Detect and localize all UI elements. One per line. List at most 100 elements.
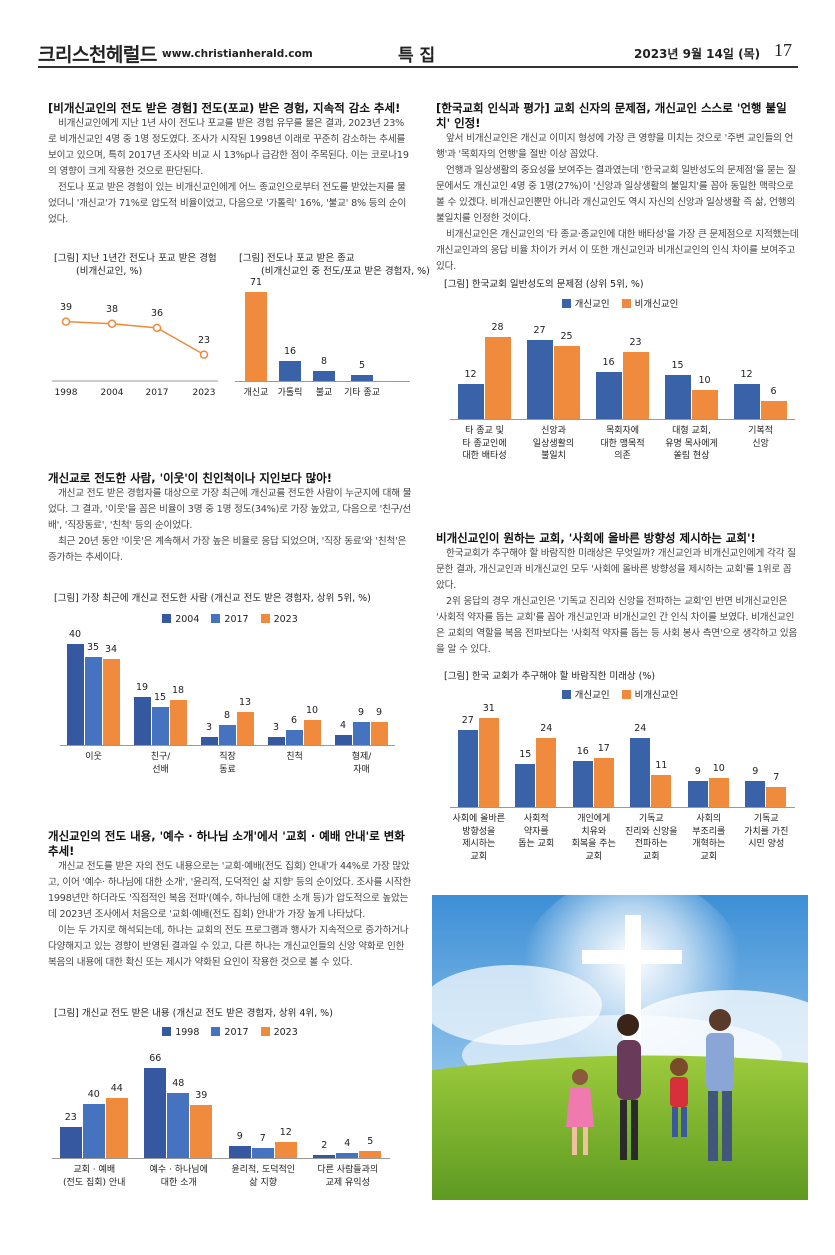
bar bbox=[105, 1098, 128, 1158]
paragraph: 앞서 비개신교인은 개신교 이미지 형성에 가장 큰 영향을 미치는 것으로 '… bbox=[436, 133, 794, 160]
value-label: 23 bbox=[629, 336, 642, 348]
article-title: 개신교인의 전도 내용, '예수 · 하나님 소개'에서 '교회 · 예배 안내… bbox=[48, 829, 405, 858]
bar bbox=[595, 372, 622, 419]
bar bbox=[553, 345, 580, 419]
value-label: 39 bbox=[195, 1089, 208, 1101]
legend-item: 비개신교인 bbox=[621, 296, 678, 310]
value-label: 12 bbox=[464, 368, 477, 380]
value-label: 39 bbox=[59, 301, 73, 313]
category-label: 이웃 bbox=[85, 752, 102, 762]
legend-swatch bbox=[162, 614, 172, 623]
value-label: 4 bbox=[339, 719, 347, 731]
legend-swatch bbox=[211, 614, 221, 623]
value-label: 18 bbox=[171, 684, 185, 696]
bar bbox=[245, 292, 267, 381]
legend-swatch bbox=[561, 690, 571, 699]
bar bbox=[630, 738, 651, 807]
axis-line bbox=[235, 381, 410, 382]
legend-item: 2023 bbox=[260, 614, 298, 625]
chart-title: [그림] 한국교회 일반성도의 문제점 (상위 5위, %) bbox=[444, 279, 644, 290]
paragraph: 비개신교인은 개신교인의 '타 종교·종교인에 대한 배타성'을 가장 큰 문제… bbox=[436, 229, 799, 272]
paragraph: 2위 응답의 경우 개신교인은 '기독교 진리와 신앙을 전파하는 교회'인 반… bbox=[436, 596, 798, 655]
category-label: 타 종교 및 타 종교인에 대한 배타성 bbox=[462, 426, 507, 461]
bar bbox=[334, 734, 352, 745]
value-label: 40 bbox=[68, 629, 82, 641]
bar bbox=[536, 738, 557, 807]
value-label: 9 bbox=[357, 707, 365, 719]
value-label: 9 bbox=[236, 1130, 243, 1142]
chart-title: [그림] 개신교 전도 받은 내용 (개신교 전도 받은 경험자, 상위 4위,… bbox=[54, 1008, 333, 1019]
category-label: 윤리적, 도덕적인 삶 지향 bbox=[231, 1165, 296, 1188]
axis-line bbox=[450, 419, 795, 420]
legend-swatch bbox=[211, 1027, 221, 1036]
bar bbox=[313, 371, 335, 381]
value-label: 31 bbox=[482, 703, 495, 715]
category-label: 친구/ 선배 bbox=[150, 752, 171, 775]
paper-name: 크리스천헤럴드 bbox=[38, 44, 157, 66]
issue-date: 2023년 9월 14일 (목) bbox=[634, 47, 761, 61]
bar bbox=[303, 719, 321, 745]
value-label: 13 bbox=[238, 697, 252, 709]
bar bbox=[622, 351, 649, 419]
category-label: 친척 bbox=[286, 752, 303, 762]
legend-item: 비개신교인 bbox=[621, 687, 678, 701]
legend-item: 2017 bbox=[211, 1027, 249, 1038]
category-label: 2004 bbox=[100, 388, 124, 398]
value-label: 9 bbox=[694, 766, 701, 778]
legend-label: 개신교인 bbox=[574, 299, 610, 310]
article: [비개신교인의 전도 받은 경험] 전도(포교) 받은 경험, 지속적 감소 추… bbox=[48, 101, 412, 228]
value-label: 34 bbox=[104, 644, 118, 656]
category-label: 교회 · 예배 (전도 집회) 안내 bbox=[63, 1165, 126, 1188]
value-label: 9 bbox=[752, 766, 759, 778]
bar bbox=[515, 763, 536, 807]
chart: [그림] 지난 1년간 전도나 포교 받은 경험 (비개신교인, %) 39 1998… bbox=[50, 250, 220, 400]
category-label: 신앙과 일상생활의 불일치 bbox=[532, 426, 575, 461]
value-label: 17 bbox=[597, 743, 610, 755]
axis-line bbox=[450, 807, 795, 808]
article-title: [비개신교인의 전도 받은 경험] 전도(포교) 받은 경험, 지속적 감소 추… bbox=[48, 101, 401, 115]
value-label: 3 bbox=[205, 722, 213, 734]
legend-item: 1998 bbox=[162, 1027, 199, 1038]
article: [한국교회 인식과 평가] 교회 신자의 문제점, 개신교인 스스로 '언행 불… bbox=[436, 101, 800, 275]
value-label: 27 bbox=[461, 714, 474, 726]
article: 개신교로 전도한 사람, '이웃'이 친인척이나 지인보다 많아! 개신교 전도… bbox=[48, 471, 412, 566]
bar bbox=[144, 1068, 167, 1158]
value-label: 12 bbox=[279, 1126, 292, 1138]
value-label: 9 bbox=[375, 707, 383, 719]
bar bbox=[336, 1152, 359, 1158]
article-title: [한국교회 인식과 평가] 교회 신자의 문제점, 개신교인 스스로 '언행 불… bbox=[436, 101, 787, 130]
line-plot bbox=[52, 317, 218, 382]
category-label: 기복적 신앙 bbox=[748, 426, 773, 449]
bar bbox=[572, 761, 593, 807]
value-label: 15 bbox=[519, 748, 532, 760]
paragraph: 이는 두 가지로 해석되는데, 하나는 교회의 전도 프로그램과 행사가 지속적… bbox=[48, 925, 409, 968]
category-label: 대형 교회, 유명 목사에게 쏠림 현상 bbox=[665, 426, 718, 461]
value-label: 27 bbox=[533, 324, 546, 336]
value-label: 15 bbox=[153, 692, 167, 704]
chart-title: [그림] 한국 교회가 추구해야 할 바람직한 미래상 (%) bbox=[444, 671, 656, 682]
data-point bbox=[107, 319, 117, 328]
value-label: 71 bbox=[249, 277, 263, 289]
legend-label: 개신교인 bbox=[574, 690, 610, 701]
bar bbox=[285, 729, 303, 745]
bar bbox=[708, 778, 729, 807]
bar bbox=[102, 659, 120, 745]
bar bbox=[766, 786, 787, 807]
value-label: 12 bbox=[740, 368, 753, 380]
bar bbox=[66, 644, 84, 745]
bar bbox=[760, 401, 787, 419]
value-label: 66 bbox=[149, 1053, 162, 1065]
bar bbox=[593, 758, 614, 807]
category-label: 목회자에 대한 맹목적 의존 bbox=[600, 426, 645, 461]
category-label: 예수 · 하나님에 대한 소개 bbox=[149, 1165, 208, 1188]
bar bbox=[169, 699, 187, 745]
category-label: 사회적 약자를 돕는 교회 bbox=[518, 814, 555, 849]
paragraph: 개신교 전도를 받은 자의 전도 내용으로는 '교회·예배(전도 집회) 안내'… bbox=[48, 861, 411, 920]
value-label: 16 bbox=[602, 357, 615, 369]
bar bbox=[313, 1155, 336, 1158]
category-label: 1998 bbox=[54, 388, 78, 398]
legend-label: 2017 bbox=[224, 1027, 249, 1038]
bar bbox=[733, 383, 760, 419]
category-label: 사회의 부조리를 개혁하는 교회 bbox=[692, 814, 726, 862]
section-name: 특 집 bbox=[398, 46, 436, 66]
